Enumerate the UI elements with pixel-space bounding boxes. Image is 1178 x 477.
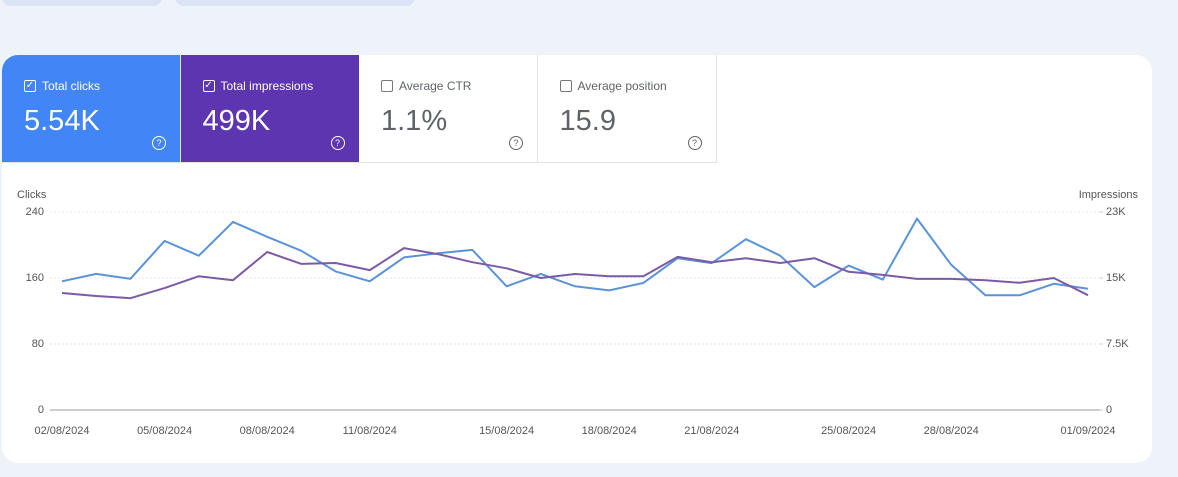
help-icon[interactable]: ? — [509, 136, 523, 150]
x-tick-label: 15/08/2024 — [479, 425, 534, 437]
filter-pill[interactable] — [175, 0, 415, 6]
x-tick-label: 21/08/2024 — [684, 425, 739, 437]
x-tick-label: 01/09/2024 — [1060, 425, 1115, 437]
metric-value: 5.54K — [24, 105, 100, 137]
filter-pill[interactable] — [2, 0, 162, 6]
y2-tick-label: 0 — [1106, 404, 1112, 416]
x-tick-label: 11/08/2024 — [343, 425, 397, 437]
checkbox[interactable] — [559, 80, 572, 92]
x-tick-label: 08/08/2024 — [240, 425, 295, 437]
y2-tick-label: 23K — [1106, 206, 1126, 218]
y-tick-label: 80 — [32, 338, 44, 350]
metric-card[interactable]: ✓ Total clicks 5.54K? — [2, 55, 181, 163]
help-icon[interactable]: ? — [152, 136, 166, 150]
checkbox[interactable]: ✓ — [202, 80, 215, 92]
metric-card[interactable]: Average CTR 1.1%? — [359, 55, 538, 163]
y2-tick-label: 15K — [1106, 272, 1126, 284]
x-tick-label: 25/08/2024 — [821, 425, 876, 437]
metric-value: 1.1% — [381, 105, 448, 137]
y-tick-label: 240 — [26, 206, 44, 218]
help-icon[interactable]: ? — [330, 136, 345, 150]
y-axis-title: Clicks — [17, 189, 47, 201]
series-line — [61, 247, 1089, 300]
series-line — [61, 217, 1089, 297]
metric-card[interactable]: ✓ Total impressions 499K? — [180, 55, 360, 163]
metric-value: 15.9 — [559, 105, 616, 137]
y-tick-label: 160 — [26, 272, 44, 284]
checkbox[interactable] — [381, 80, 393, 92]
help-icon[interactable]: ? — [687, 136, 702, 150]
metric-value: 499K — [202, 105, 271, 137]
metric-label: Total clicks — [42, 79, 101, 93]
x-tick-label: 28/08/2024 — [924, 425, 979, 437]
x-tick-label: 05/08/2024 — [137, 425, 192, 437]
y2-tick-label: 7.5K — [1106, 338, 1129, 350]
checkbox[interactable]: ✓ — [24, 80, 36, 92]
x-tick-label: 02/08/2024 — [34, 425, 89, 437]
y2-axis-title: Impressions — [1079, 189, 1139, 201]
metric-label: Average position — [577, 79, 667, 93]
metric-label: Total impressions — [220, 79, 314, 93]
y-tick-label: 0 — [38, 404, 44, 416]
x-tick-label: 18/08/2024 — [582, 425, 637, 437]
metric-card[interactable]: Average position 15.9? — [537, 55, 717, 163]
metric-label: Average CTR — [399, 79, 472, 93]
